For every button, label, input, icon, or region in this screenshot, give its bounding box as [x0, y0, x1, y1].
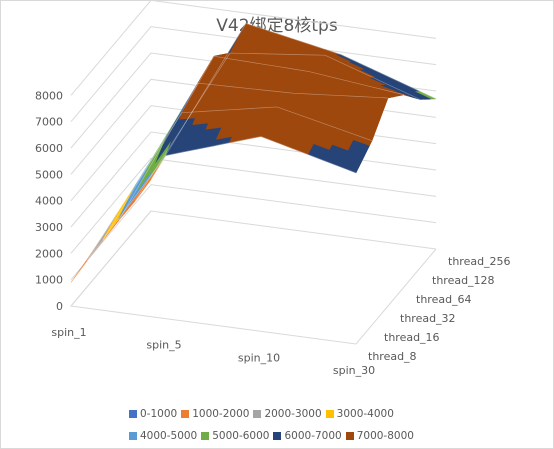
legend-swatch	[273, 432, 282, 440]
x-tick-label: spin_30	[333, 364, 375, 377]
surface-patch	[236, 95, 257, 100]
surface-patch	[339, 161, 360, 174]
gridline	[70, 26, 437, 122]
y-tick-label: thread_256	[448, 255, 511, 268]
legend: 0-1000 1000-2000 2000-3000 3000-4000 4000-5…	[129, 403, 459, 447]
legend-swatch	[201, 432, 210, 440]
x-tick-label: spin_10	[238, 351, 280, 364]
legend-swatch	[345, 432, 354, 440]
y-tick-label: thread_8	[368, 350, 417, 363]
surface-row-line	[118, 55, 405, 221]
legend-entry: 5000-6000	[201, 430, 269, 442]
legend-label: 1000-2000	[192, 408, 250, 420]
gridline	[70, 1, 437, 96]
legend-row: 0-1000 1000-2000 2000-3000 3000-4000	[129, 403, 459, 425]
x-tick-label: spin_5	[146, 339, 181, 352]
legend-swatch	[129, 432, 137, 440]
legend-label: 7000-8000	[356, 430, 414, 442]
surface-patch	[265, 99, 286, 103]
gridline	[70, 157, 437, 254]
surface-patch	[229, 47, 250, 54]
z-tick-label: 4000	[35, 195, 63, 208]
surface-patch	[250, 99, 270, 103]
legend-entry: 7000-8000	[345, 430, 414, 442]
surface-row-line	[70, 136, 357, 283]
legend-swatch	[181, 410, 190, 418]
surface-row-line	[86, 106, 373, 261]
surface-row-line	[134, 52, 421, 202]
legend-swatch	[325, 410, 334, 418]
z-tick-label: 5000	[35, 168, 63, 181]
gridline	[70, 131, 437, 228]
z-tick-label: 7000	[35, 116, 63, 129]
legend-entry: 4000-5000	[129, 430, 197, 442]
legend-entry: 1000-2000	[181, 408, 249, 420]
y-tick-label: thread_128	[432, 274, 495, 287]
gridline	[70, 210, 437, 307]
gridline	[70, 184, 437, 280]
legend-label: 5000-6000	[212, 430, 270, 442]
legend-entry: 2000-3000	[253, 408, 322, 420]
surface-patch	[189, 92, 210, 99]
surface	[70, 23, 437, 283]
legend-label: 6000-7000	[284, 430, 342, 442]
z-tick-label: 0	[56, 300, 63, 313]
surface-patch	[245, 48, 265, 55]
legend-entry: 3000-4000	[325, 408, 394, 420]
surface-patch	[218, 98, 239, 103]
y-tick-label: thread_64	[416, 293, 472, 306]
surface-row-line	[102, 82, 389, 241]
z-tick-label: 3000	[35, 221, 63, 234]
surface-patch	[202, 97, 223, 104]
surface-patch	[221, 94, 241, 100]
z-tick-label: 6000	[35, 142, 63, 155]
surface-patch	[205, 93, 225, 99]
legend-swatch	[129, 410, 137, 418]
surface-patch	[234, 98, 254, 103]
floor-outline	[70, 210, 437, 345]
legend-label: 2000-3000	[264, 408, 322, 420]
z-tick-label: 1000	[35, 274, 63, 287]
surface-patch	[186, 97, 207, 104]
x-tick-label: spin_1	[51, 326, 86, 339]
legend-row: 4000-5000 5000-6000 6000-7000 7000-8000	[129, 425, 459, 447]
surface-row-line	[150, 23, 437, 180]
legend-label: 4000-5000	[140, 430, 198, 442]
z-tick-label: 2000	[35, 247, 63, 260]
z-tick-label: 8000	[35, 89, 63, 102]
y-tick-label: thread_16	[384, 331, 440, 344]
legend-label: 3000-4000	[336, 408, 394, 420]
legend-label: 0-1000	[140, 408, 178, 420]
legend-entry: 6000-7000	[273, 430, 342, 442]
surface-plot: 0 1000 2000 3000 4000 5000 6000 7000 8000 spin_1s…	[35, 1, 511, 377]
legend-entry: 0-1000	[129, 408, 177, 420]
legend-swatch	[253, 410, 262, 418]
y-tick-label: thread_32	[400, 312, 456, 325]
